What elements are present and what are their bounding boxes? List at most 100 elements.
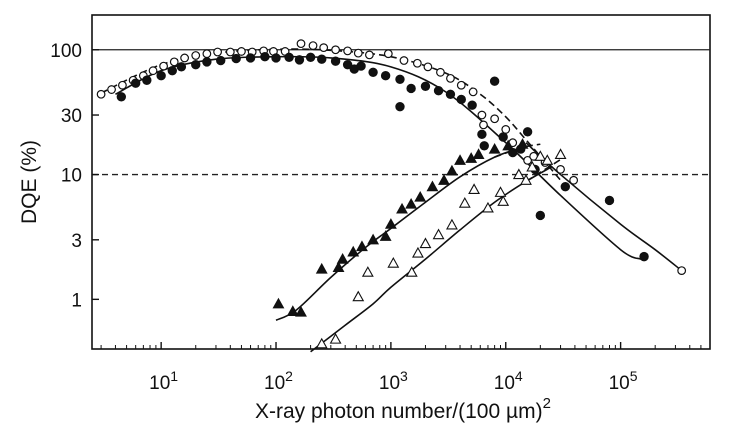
marker-circle-open-20 (319, 43, 329, 53)
y-tick-label-3: 3 (71, 231, 82, 252)
marker-circle-filled-9 (231, 53, 241, 64)
marker-circle-filled-8 (216, 55, 226, 66)
x-axis-title-superscript: 2 (543, 395, 551, 412)
x-tick-label-2: 102 (264, 368, 293, 394)
marker-circle-open-9 (191, 51, 201, 60)
marker-triangle-open-0 (315, 337, 328, 349)
marker-triangle-filled-0 (272, 297, 285, 309)
marker-circle-filled-18 (342, 59, 353, 70)
marker-triangle-open-16 (520, 174, 532, 185)
marker-circle-filled-12 (271, 53, 281, 63)
marker-circle-open-23 (353, 48, 363, 58)
y-tick-label-1: 1 (71, 290, 82, 311)
marker-triangle-filled-19 (472, 148, 485, 159)
marker-circle-filled-0 (116, 92, 127, 102)
marker-circle-filled-29 (456, 94, 466, 105)
marker-circle-filled-6 (191, 59, 201, 70)
marker-circle-open-18 (296, 39, 306, 49)
marker-circle-open-26 (399, 56, 409, 65)
marker-triangle-open-1 (329, 332, 342, 344)
marker-triangle-open-17 (526, 160, 539, 172)
marker-circle-open-2 (118, 80, 127, 90)
marker-triangle-open-10 (458, 197, 471, 208)
marker-triangle-filled-2 (295, 305, 307, 317)
marker-circle-filled-16 (317, 54, 327, 64)
marker-triangle-filled-16 (446, 164, 458, 176)
x-tick-label-base: 10 (379, 373, 400, 394)
marker-circle-open-6 (159, 61, 168, 71)
marker-circle-open-10 (202, 49, 212, 59)
marker-circle-open-11 (213, 47, 222, 57)
y-tick-label-30: 30 (61, 106, 82, 127)
marker-triangle-open-14 (497, 195, 510, 206)
marker-circle-filled-11 (260, 52, 270, 62)
marker-circle-filled-24 (395, 101, 405, 112)
marker-circle-filled-14 (294, 55, 305, 65)
marker-circle-filled-20 (356, 61, 366, 71)
marker-circle-filled-32 (479, 141, 489, 151)
marker-triangle-filled-4 (332, 261, 345, 273)
marker-triangle-filled-17 (454, 154, 466, 165)
x-tick-label-4: 104 (494, 368, 523, 394)
marker-triangle-open-6 (412, 246, 424, 258)
x-tick-label-exponent: 2 (285, 368, 293, 384)
marker-triangle-open-9 (446, 218, 458, 230)
marker-circle-open-39 (523, 155, 533, 165)
marker-circle-open-25 (383, 49, 393, 59)
x-tick-label-exponent: 5 (630, 368, 638, 384)
axis-ticks (92, 49, 702, 349)
marker-triangle-filled-20 (488, 142, 501, 154)
x-tick-label-5: 105 (609, 368, 638, 394)
marker-circle-open-32 (468, 87, 478, 97)
marker-circle-filled-15 (305, 52, 316, 63)
x-tick-label-base: 10 (264, 373, 285, 394)
marker-triangle-open-4 (387, 257, 400, 268)
marker-circle-filled-40 (560, 181, 571, 192)
marker-triangle-open-12 (482, 201, 494, 213)
marker-triangle-filled-9 (379, 230, 392, 241)
x-tick-label-exponent: 4 (515, 368, 523, 384)
x-tick-label-exponent: 3 (400, 368, 408, 384)
marker-circle-filled-30 (467, 100, 477, 110)
marker-triangle-filled-8 (367, 233, 380, 245)
marker-triangle-filled-3 (315, 262, 328, 274)
marker-circle-filled-4 (167, 65, 177, 76)
marker-triangle-filled-5 (336, 253, 349, 264)
marker-triangle-filled-12 (405, 197, 418, 209)
marker-circle-open-30 (446, 73, 455, 83)
marker-triangle-open-15 (512, 168, 525, 180)
marker-circle-filled-23 (395, 74, 405, 85)
x-axis-title-text: X-ray photon number/(100 µm) (255, 400, 543, 423)
marker-circle-open-13 (237, 47, 246, 56)
marker-triangle-open-8 (432, 228, 445, 240)
marker-triangle-open-20 (554, 148, 567, 159)
marker-circle-open-19 (308, 41, 318, 51)
marker-circle-filled-39 (535, 210, 546, 221)
marker-circle-filled-28 (445, 89, 456, 99)
marker-triangle-open-7 (419, 237, 432, 249)
reference-lines (92, 49, 710, 176)
marker-circle-filled-5 (176, 62, 187, 72)
marker-circle-filled-13 (284, 52, 294, 63)
marker-circle-open-0 (96, 89, 106, 99)
x-tick-label-1: 101 (149, 368, 178, 394)
marker-circle-filled-21 (368, 67, 378, 78)
marker-circle-open-1 (107, 85, 116, 94)
marker-triangle-filled-15 (438, 174, 450, 185)
marker-triangle-open-19 (541, 154, 554, 165)
marker-circle-open-7 (169, 57, 179, 67)
marker-circle-filled-26 (420, 81, 431, 91)
marker-triangle-open-13 (494, 186, 507, 197)
marker-circle-open-34 (479, 120, 488, 130)
marker-triangle-filled-1 (286, 305, 299, 316)
marker-circle-open-27 (412, 58, 422, 68)
marker-circle-open-12 (225, 47, 235, 57)
marker-triangle-filled-7 (356, 240, 368, 252)
marker-circle-filled-33 (489, 76, 500, 86)
marker-circle-filled-3 (156, 70, 166, 81)
marker-triangle-open-2 (352, 290, 365, 302)
marker-circle-open-35 (490, 114, 500, 124)
marker-circle-open-22 (343, 46, 353, 56)
marker-circle-open-33 (477, 110, 487, 120)
